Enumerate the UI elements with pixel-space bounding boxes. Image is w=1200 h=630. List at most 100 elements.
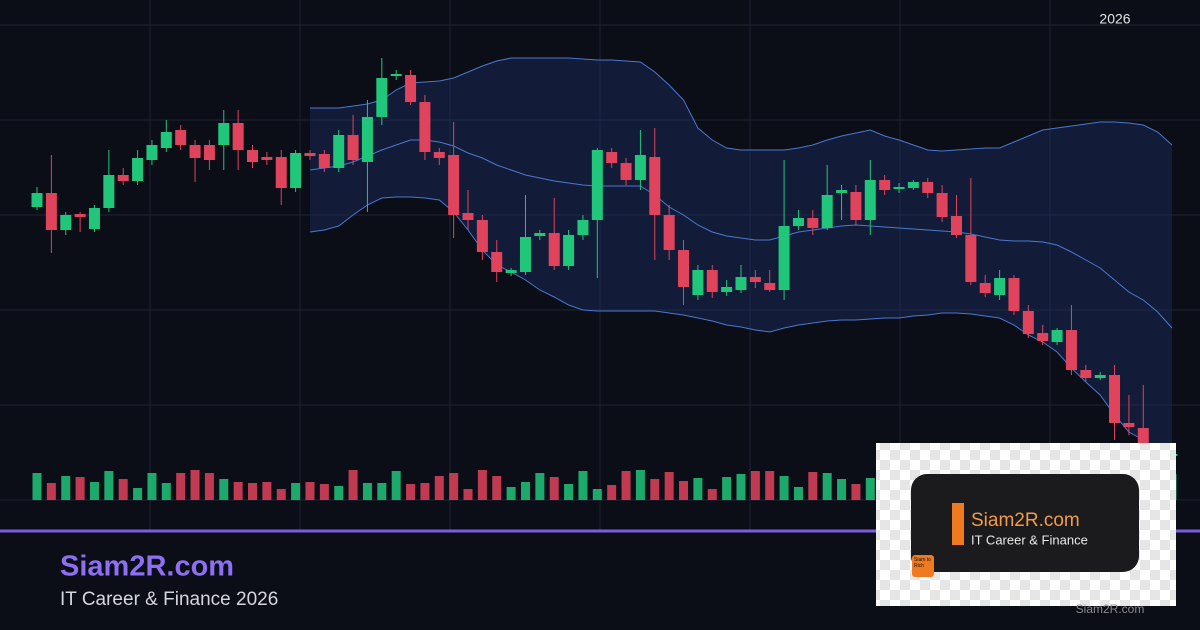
candle-body <box>821 195 833 228</box>
candle-body <box>1123 423 1135 427</box>
candle-body <box>275 157 287 188</box>
footer-brand: Siam2R.com <box>60 551 234 583</box>
candle-body <box>290 153 302 188</box>
volume-bar <box>549 477 559 500</box>
candle-body <box>792 218 804 226</box>
volume-bar <box>477 470 487 500</box>
candle-body <box>893 187 905 189</box>
volume-bar <box>506 487 516 500</box>
candle-body <box>247 150 259 162</box>
volume-bar <box>449 473 459 500</box>
volume-bar <box>650 479 660 500</box>
candle-body <box>548 233 560 266</box>
candle-body <box>318 154 330 168</box>
volume-bar <box>851 484 861 500</box>
volume-bar <box>679 481 689 500</box>
candle-body <box>347 135 359 160</box>
candle-body <box>634 155 646 180</box>
candle-body <box>764 283 776 290</box>
candle-body <box>74 214 86 217</box>
candle-body <box>907 182 919 188</box>
volume-bar <box>837 479 847 500</box>
volume-bar <box>46 483 56 500</box>
volume-bar <box>750 471 760 500</box>
volume-bar <box>578 471 588 500</box>
volume-bar <box>463 489 473 500</box>
candle-body <box>60 215 72 230</box>
volume-bar <box>520 482 530 500</box>
candle-body <box>462 213 474 220</box>
candle-body <box>606 152 618 163</box>
volume-bar <box>664 472 674 500</box>
volume-bar <box>564 484 574 500</box>
logo-card <box>911 474 1139 572</box>
candle-body <box>850 192 862 220</box>
candle-body <box>591 150 603 220</box>
candle-body <box>117 175 129 181</box>
candle-body <box>950 216 962 235</box>
candle-body <box>721 287 733 292</box>
volume-bar <box>492 476 502 500</box>
candle-body <box>175 130 187 145</box>
candle-body <box>132 158 144 181</box>
logo-badge <box>912 555 934 577</box>
volume-bar <box>334 486 344 500</box>
candle-body <box>663 215 675 250</box>
volume-bar <box>118 479 128 500</box>
candle-body <box>1051 330 1063 342</box>
candle-body <box>333 135 345 168</box>
volume-bar <box>635 470 645 500</box>
volume-bar <box>233 482 243 500</box>
volume-bar <box>248 483 258 500</box>
volume-bar <box>722 477 732 500</box>
candle-body <box>433 152 445 158</box>
watermark: Siam2R.com <box>1076 602 1145 616</box>
volume-bar <box>75 477 85 500</box>
volume-bar <box>61 476 71 500</box>
volume-bar <box>592 489 602 500</box>
candle-body <box>103 175 115 208</box>
volume-bar <box>391 471 401 500</box>
volume-bar <box>406 484 416 500</box>
candle-body <box>146 145 158 160</box>
candle-body <box>778 226 790 290</box>
candle-body <box>261 157 273 160</box>
candle-body <box>419 102 431 152</box>
volume-bar <box>190 470 200 500</box>
candle-body <box>390 74 402 76</box>
logo-bar <box>952 503 964 545</box>
candle-body <box>577 220 589 235</box>
candle-body <box>1094 375 1106 378</box>
volume-bar <box>32 473 42 500</box>
volume-bar <box>793 487 803 500</box>
candle-body <box>304 153 316 156</box>
chart <box>0 24 1200 501</box>
volume-bar <box>305 482 315 500</box>
candle-body <box>735 277 747 290</box>
band-fill <box>309 58 1172 455</box>
volume-bar <box>104 471 114 500</box>
candle-body <box>476 220 488 252</box>
volume-bar <box>276 489 286 500</box>
volume-bar <box>621 471 631 500</box>
volume-bar <box>377 483 387 500</box>
candle-body <box>1008 278 1020 311</box>
volume-bar <box>133 488 143 500</box>
candle-body <box>649 157 661 215</box>
candle-body <box>361 117 373 162</box>
volume-bar <box>362 483 372 500</box>
candle-body <box>1137 428 1149 450</box>
candle-body <box>879 180 891 190</box>
candle-body <box>922 182 934 193</box>
logo-brand: Siam2R.com <box>971 510 1080 531</box>
volume-bar <box>865 478 875 500</box>
volume-bar <box>176 473 186 500</box>
candle-body <box>678 250 690 287</box>
candle-body <box>31 193 43 207</box>
volume-bar <box>693 478 703 500</box>
badge-box: Siam to Rich <box>914 557 931 569</box>
volume-bar <box>779 476 789 500</box>
candle-body <box>189 145 201 158</box>
volume-bar <box>736 474 746 500</box>
